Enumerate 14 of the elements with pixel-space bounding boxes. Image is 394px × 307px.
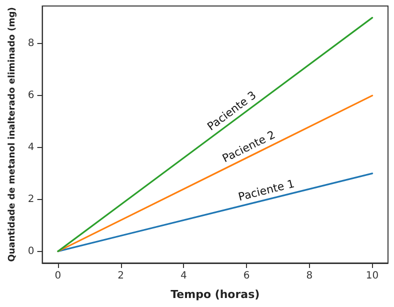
x-tick-label: 0 [54,270,62,282]
x-tick-label: 8 [306,270,313,282]
x-axis-title: Tempo (horas) [170,288,260,301]
y-tick-label: 0 [28,246,34,257]
y-axis-title: Quantidade de metanol inalterado eliminado (mg) [8,7,18,262]
x-tick-label: 2 [118,270,124,282]
y-tick-label: 4 [28,142,34,153]
x-tick-label: 4 [180,270,187,282]
y-tick-label: 2 [28,194,34,205]
y-tick-label: 8 [28,38,34,50]
x-tick-label: 6 [243,270,250,282]
x-tick-label: 10 [366,270,379,282]
y-tick-label: 6 [28,90,34,102]
text: Paciente 1 [237,177,296,204]
